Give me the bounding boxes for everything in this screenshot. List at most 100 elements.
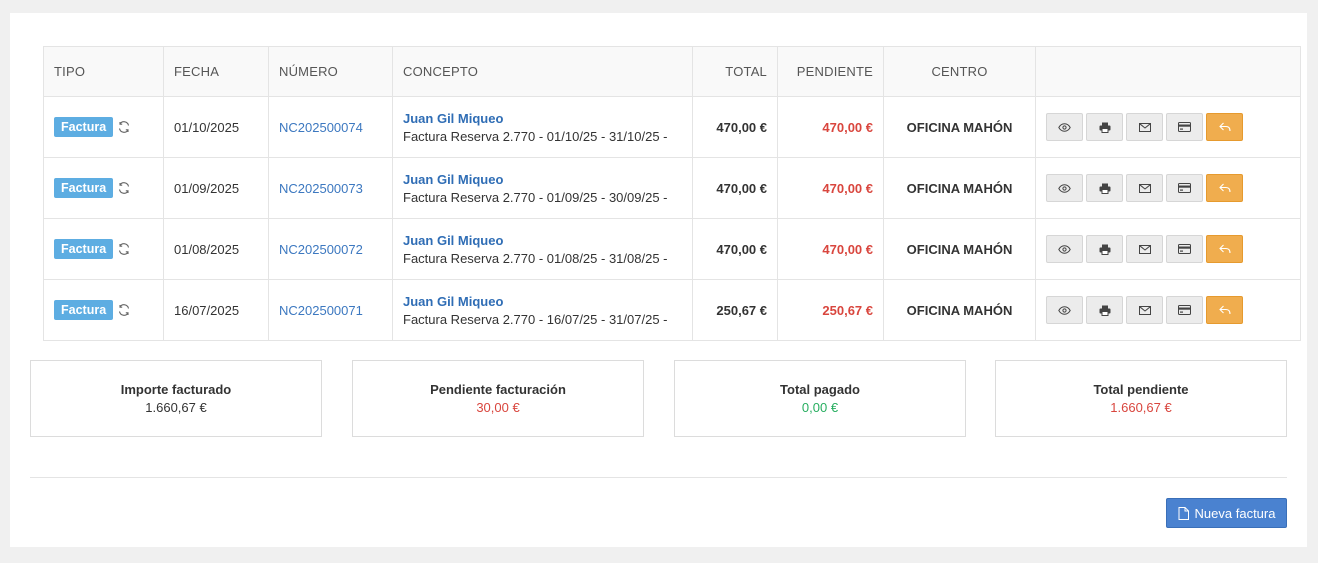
cell-tipo: Factura — [43, 218, 164, 280]
view-button[interactable] — [1046, 235, 1083, 263]
concept-description: Factura Reserva 2.770 - 01/10/25 - 31/10… — [403, 128, 668, 144]
cell-total: 470,00 € — [692, 157, 778, 219]
invoices-panel: TIPO FECHA NÚMERO CONCEPTO TOTAL PENDIEN… — [10, 13, 1307, 547]
header-total[interactable]: TOTAL — [692, 46, 778, 97]
cell-fecha: 01/10/2025 — [163, 96, 269, 158]
sync-icon[interactable] — [117, 120, 131, 134]
pending-amount: 470,00 € — [822, 119, 873, 135]
cell-tipo: Factura — [43, 96, 164, 158]
concept-description: Factura Reserva 2.770 - 01/08/25 - 31/08… — [403, 250, 668, 266]
payment-button[interactable] — [1166, 235, 1203, 263]
header-pendiente[interactable]: PENDIENTE — [777, 46, 884, 97]
summary-label: Total pagado — [780, 382, 860, 397]
cell-actions — [1035, 96, 1301, 158]
cell-numero: NC202500074 — [268, 96, 393, 158]
header-actions — [1035, 46, 1301, 97]
header-tipo[interactable]: TIPO — [43, 46, 164, 97]
sync-icon[interactable] — [117, 303, 131, 317]
envelope-icon — [1138, 122, 1151, 132]
header-concepto[interactable]: CONCEPTO — [392, 46, 693, 97]
rectify-button[interactable] — [1206, 235, 1243, 263]
invoice-type-badge[interactable]: Factura — [54, 178, 114, 198]
client-name-link[interactable]: Juan Gil Miqueo — [403, 110, 504, 126]
center-name: OFICINA MAHÓN — [906, 241, 1013, 257]
invoice-type-badge[interactable]: Factura — [54, 300, 114, 320]
cell-actions — [1035, 218, 1301, 280]
rectify-button[interactable] — [1206, 113, 1243, 141]
cell-fecha: 01/08/2025 — [163, 218, 269, 280]
table-row: Factura 01/08/2025 NC202500072 Juan Gil … — [43, 218, 1301, 280]
payment-button[interactable] — [1166, 174, 1203, 202]
eye-icon — [1058, 305, 1071, 315]
email-button[interactable] — [1126, 113, 1163, 141]
header-fecha[interactable]: FECHA — [163, 46, 269, 97]
summary-label: Total pendiente — [1093, 382, 1189, 397]
eye-icon — [1058, 244, 1071, 254]
invoice-number-link[interactable]: NC202500074 — [279, 119, 363, 135]
cell-centro: OFICINA MAHÓN — [883, 157, 1036, 219]
cell-numero: NC202500073 — [268, 157, 393, 219]
view-button[interactable] — [1046, 296, 1083, 324]
header-centro[interactable]: CENTRO — [883, 46, 1036, 97]
print-icon — [1099, 122, 1110, 133]
eye-icon — [1058, 183, 1071, 193]
cell-pendiente: 470,00 € — [777, 157, 884, 219]
email-button[interactable] — [1126, 296, 1163, 324]
reply-icon — [1218, 244, 1231, 254]
cell-fecha: 01/09/2025 — [163, 157, 269, 219]
invoice-number-link[interactable]: NC202500073 — [279, 180, 363, 196]
invoice-type-badge[interactable]: Factura — [54, 239, 114, 259]
summary-value: 30,00 € — [476, 400, 520, 415]
summary-value: 1.660,67 € — [145, 400, 207, 415]
cell-tipo: Factura — [43, 279, 164, 341]
client-name-link[interactable]: Juan Gil Miqueo — [403, 232, 504, 248]
cell-tipo: Factura — [43, 157, 164, 219]
summary-total-pendiente: Total pendiente 1.660,67 € — [995, 360, 1287, 437]
invoice-type-badge[interactable]: Factura — [54, 117, 114, 137]
cell-concepto: Juan Gil Miqueo Factura Reserva 2.770 - … — [392, 279, 693, 341]
payment-button[interactable] — [1166, 113, 1203, 141]
pending-amount: 470,00 € — [822, 241, 873, 257]
summary-label: Importe facturado — [120, 382, 232, 397]
sync-icon[interactable] — [117, 181, 131, 195]
cell-total: 470,00 € — [692, 218, 778, 280]
invoices-table: TIPO FECHA NÚMERO CONCEPTO TOTAL PENDIEN… — [43, 46, 1301, 341]
credit-card-icon — [1178, 305, 1191, 315]
invoice-number-link[interactable]: NC202500071 — [279, 302, 363, 318]
rectify-button[interactable] — [1206, 174, 1243, 202]
view-button[interactable] — [1046, 113, 1083, 141]
concept-description: Factura Reserva 2.770 - 01/09/25 - 30/09… — [403, 189, 668, 205]
client-name-link[interactable]: Juan Gil Miqueo — [403, 293, 504, 309]
print-button[interactable] — [1086, 113, 1123, 141]
new-invoice-button[interactable]: Nueva factura — [1166, 498, 1287, 528]
document-icon — [1178, 506, 1189, 520]
divider — [30, 477, 1287, 478]
print-button[interactable] — [1086, 174, 1123, 202]
print-icon — [1099, 244, 1110, 255]
cell-numero: NC202500072 — [268, 218, 393, 280]
pending-amount: 470,00 € — [822, 180, 873, 196]
view-button[interactable] — [1046, 174, 1083, 202]
center-name: OFICINA MAHÓN — [906, 119, 1013, 135]
invoice-number-link[interactable]: NC202500072 — [279, 241, 363, 257]
print-button[interactable] — [1086, 235, 1123, 263]
table-header-row: TIPO FECHA NÚMERO CONCEPTO TOTAL PENDIEN… — [43, 46, 1301, 97]
concept-description: Factura Reserva 2.770 - 16/07/25 - 31/07… — [403, 311, 668, 327]
summary-importe-facturado: Importe facturado 1.660,67 € — [30, 360, 322, 437]
new-invoice-label: Nueva factura — [1194, 505, 1276, 521]
sync-icon[interactable] — [117, 242, 131, 256]
cell-concepto: Juan Gil Miqueo Factura Reserva 2.770 - … — [392, 96, 693, 158]
table-row: Factura 01/09/2025 NC202500073 Juan Gil … — [43, 157, 1301, 219]
summary-pendiente-facturacion: Pendiente facturación 30,00 € — [352, 360, 644, 437]
cell-centro: OFICINA MAHÓN — [883, 96, 1036, 158]
print-button[interactable] — [1086, 296, 1123, 324]
header-numero[interactable]: NÚMERO — [268, 46, 393, 97]
email-button[interactable] — [1126, 174, 1163, 202]
rectify-button[interactable] — [1206, 296, 1243, 324]
invoices-table-body: Factura 01/10/2025 NC202500074 Juan Gil … — [43, 96, 1301, 341]
payment-button[interactable] — [1166, 296, 1203, 324]
envelope-icon — [1138, 244, 1151, 254]
envelope-icon — [1138, 183, 1151, 193]
email-button[interactable] — [1126, 235, 1163, 263]
client-name-link[interactable]: Juan Gil Miqueo — [403, 171, 504, 187]
